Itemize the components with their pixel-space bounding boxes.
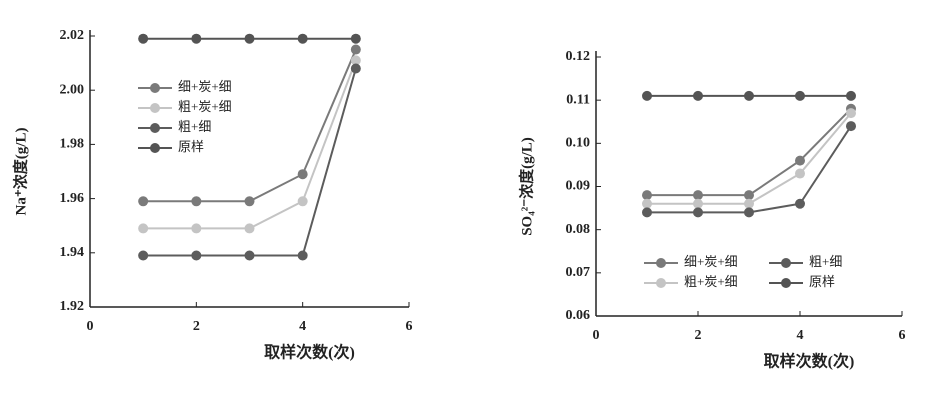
marker xyxy=(244,196,255,207)
marker xyxy=(138,33,149,44)
y-tick-label: 0.08 xyxy=(566,222,591,237)
marker xyxy=(642,207,652,218)
marker xyxy=(350,55,361,66)
legend-label: 细+炭+细 xyxy=(684,254,738,269)
legend-marker xyxy=(150,123,160,133)
x-axis-label: 取样次数(次) xyxy=(764,352,855,371)
y-tick-label: 0.10 xyxy=(566,136,591,151)
marker xyxy=(642,90,652,101)
marker xyxy=(350,33,361,44)
x-axis-label: 取样次数(次) xyxy=(264,343,355,362)
x-tick-label: 0 xyxy=(593,328,600,343)
marker xyxy=(138,223,149,234)
y-tick-label: 1.98 xyxy=(60,137,85,152)
x-tick-label: 4 xyxy=(797,328,804,343)
legend-label: 粗+炭+细 xyxy=(178,99,232,114)
y-tick-label: 0.06 xyxy=(566,308,591,323)
marker xyxy=(244,250,255,261)
y-tick-label: 1.96 xyxy=(60,191,85,206)
legend-marker xyxy=(150,143,160,153)
marker xyxy=(297,33,308,44)
y-tick-label: 2.00 xyxy=(60,82,85,97)
x-tick-label: 4 xyxy=(299,319,306,334)
marker xyxy=(297,196,308,207)
marker xyxy=(244,33,255,44)
x-tick-label: 2 xyxy=(193,319,200,334)
marker xyxy=(138,250,149,261)
marker xyxy=(693,190,703,201)
marker xyxy=(642,198,652,209)
line xyxy=(647,108,852,197)
y-tick-label: 0.09 xyxy=(566,179,591,194)
marker xyxy=(191,196,202,207)
marker xyxy=(244,223,255,234)
marker xyxy=(191,223,202,234)
legend-marker xyxy=(656,278,666,288)
legend-marker xyxy=(781,258,791,268)
marker xyxy=(138,196,149,207)
marker xyxy=(795,198,805,209)
marker xyxy=(795,90,805,101)
marker xyxy=(642,190,652,201)
marker xyxy=(350,63,361,74)
legend-label: 粗+炭+细 xyxy=(684,274,738,289)
x-tick-label: 6 xyxy=(899,328,906,343)
x-tick-label: 6 xyxy=(406,319,413,334)
legend-label: 原样 xyxy=(178,139,204,154)
marker xyxy=(846,90,856,101)
marker xyxy=(795,155,805,166)
marker xyxy=(846,121,856,132)
marker xyxy=(350,44,361,55)
y-tick-label: 0.12 xyxy=(566,49,591,64)
marker xyxy=(297,250,308,261)
marker xyxy=(846,108,856,119)
legend-label: 原样 xyxy=(809,274,835,289)
legend-marker xyxy=(781,278,791,288)
y-tick-label: 0.07 xyxy=(566,265,591,280)
x-tick-label: 2 xyxy=(695,328,702,343)
legend-marker xyxy=(656,258,666,268)
marker xyxy=(795,168,805,179)
marker xyxy=(191,33,202,44)
legend-label: 细+炭+细 xyxy=(178,79,232,94)
legend-marker xyxy=(150,103,160,113)
marker xyxy=(744,190,754,201)
marker xyxy=(744,207,754,218)
y-tick-label: 2.02 xyxy=(60,28,85,43)
y-axis-label: SO₄²⁻浓度(g/L) xyxy=(517,137,535,236)
legend-label: 粗+细 xyxy=(178,119,211,134)
marker xyxy=(693,90,703,101)
legend-marker xyxy=(150,83,160,93)
y-tick-label: 1.94 xyxy=(60,245,85,260)
marker xyxy=(191,250,202,261)
y-axis-label: Na⁺浓度(g/L) xyxy=(11,128,29,216)
x-tick-label: 0 xyxy=(87,319,94,334)
marker xyxy=(693,207,703,218)
y-tick-label: 1.92 xyxy=(60,299,85,314)
y-tick-label: 0.11 xyxy=(566,92,590,107)
marker xyxy=(744,90,754,101)
marker xyxy=(744,198,754,209)
marker xyxy=(297,169,308,180)
legend-label: 粗+细 xyxy=(809,254,842,269)
marker xyxy=(693,198,703,209)
